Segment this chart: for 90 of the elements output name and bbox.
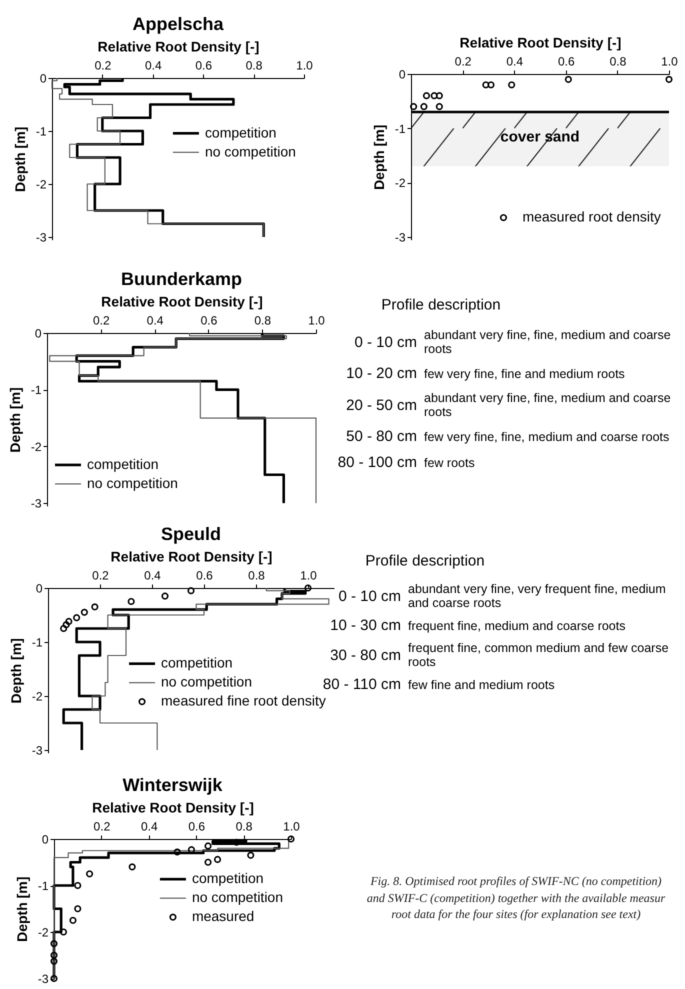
x-tick-label: 1.0 (283, 820, 300, 834)
text: few fine and medium roots (408, 678, 556, 692)
x-tick-label: 0.4 (144, 58, 162, 72)
legend-label: competition (204, 124, 276, 140)
chart-title: Winterswijk (122, 775, 224, 795)
x-tick-label: 0.4 (140, 820, 158, 834)
y-tick-label: -1 (394, 122, 406, 136)
annotation: 30 - 80 cm (329, 646, 401, 664)
y-axis-title: Depth [m] (8, 638, 24, 704)
x-tick-label: 0.8 (254, 313, 272, 328)
x-tick-label: 0.4 (144, 568, 162, 582)
y-tick-label: 0 (36, 581, 43, 596)
y-tick-label: -2 (32, 689, 43, 704)
text: frequent fine, common medium and few coarse roots (408, 641, 670, 669)
y-tick-label: -3 (394, 230, 406, 244)
legend-label: no competition (87, 474, 178, 491)
y-tick-label: 0 (34, 326, 42, 340)
legend-label: measured (192, 908, 254, 924)
y-axis-title: Depth [m] (14, 876, 30, 942)
text: 0 - 10 cm (353, 334, 417, 350)
x-tick-label: 1.0 (661, 54, 678, 68)
text: abundant very fine, fine, medium and coarse roots (424, 328, 672, 356)
text: frequent fine, medium and coarse roots (408, 618, 626, 632)
x-axis-title: Relative Root Density [-] (110, 548, 272, 564)
legend-label: no competition (192, 889, 284, 906)
x-tick-label: 0.6 (196, 568, 214, 582)
text: 0 - 10 cm (337, 588, 401, 604)
legend-label: no competition (204, 143, 296, 160)
x-tick-label: 0.4 (506, 54, 524, 68)
text: few very fine, fine, medium and coarse roots (424, 430, 670, 444)
legend-label: competition (192, 870, 264, 886)
y-tick-label: -2 (36, 177, 47, 192)
y-tick-label: 0 (398, 68, 406, 82)
text: 10 - 20 cm (345, 365, 417, 382)
text: abundant very fine, very frequent fine, medium and coarse roots (408, 582, 667, 610)
y-tick-label: -1 (32, 635, 43, 650)
y-tick-label: -2 (30, 440, 42, 454)
y-tick-label: -3 (30, 496, 42, 511)
y-tick-label: -3 (36, 230, 47, 244)
x-axis-title: Relative Root Density [-] (98, 38, 260, 54)
annotation: 80 - 110 cm (322, 676, 401, 693)
chart-title: Speuld (161, 524, 221, 544)
text: 20 - 50 cm (345, 396, 417, 414)
legend-label: measured fine root density (161, 692, 326, 709)
text: Profile description (381, 296, 501, 314)
text: abundant very fine, fine, medium and coarse roots (424, 391, 672, 419)
x-tick-label: 1.0 (308, 313, 326, 328)
x-tick-label: 0.2 (94, 58, 112, 72)
y-tick-label: 0 (42, 832, 49, 846)
text: few very fine, fine and medium roots (424, 366, 626, 380)
x-tick-label: 0.6 (200, 313, 218, 328)
text: few roots (424, 456, 476, 470)
x-tick-label: 0.2 (454, 54, 472, 68)
y-tick-label: -2 (394, 176, 406, 190)
text: 80 - 100 cm (336, 454, 417, 471)
x-tick-label: 0.6 (558, 54, 575, 68)
caption: Fig. 8. Optimised root profiles of SWIF-NC (no competition) and SWIF-C (competition) together with the available measur root data for the four sites (for explanation see text) (366, 873, 666, 922)
text: Profile description (365, 552, 485, 570)
x-tick-label: 0.2 (92, 313, 110, 328)
x-tick-label: 1.0 (300, 568, 318, 582)
x-tick-label: 0.6 (188, 820, 206, 834)
y-tick-label: -3 (32, 743, 43, 758)
legend-label: measured root density (522, 208, 661, 225)
x-tick-label: 0.2 (92, 568, 110, 582)
y-tick-label: -1 (30, 383, 42, 398)
y-tick-label: -2 (38, 926, 49, 940)
legend-label: competition (161, 654, 233, 671)
y-axis-title: Depth [m] (12, 126, 28, 192)
legend-label: competition (87, 456, 159, 472)
x-tick-label: 0.8 (610, 54, 627, 68)
y-axis-title: Depth [m] (370, 124, 387, 190)
y-tick-label: -1 (38, 879, 49, 893)
chart-title: Appelscha (132, 14, 224, 34)
y-tick-label: 0 (40, 71, 47, 86)
y-tick-label: -3 (38, 972, 49, 986)
x-axis-title: Relative Root Density [-] (92, 800, 254, 816)
legend-label: no competition (161, 674, 252, 690)
x-tick-label: 0.6 (195, 58, 212, 72)
x-axis-title: Relative Root Density [-] (101, 293, 263, 310)
x-tick-label: 0.2 (94, 820, 111, 834)
x-axis-title: Relative Root Density [-] (460, 34, 622, 50)
text: 50 - 80 cm (345, 428, 417, 445)
y-axis-title: Depth [m] (6, 387, 23, 453)
chart-title: Buunderkamp (121, 269, 242, 289)
x-tick-label: 0.4 (146, 313, 164, 328)
x-tick-label: 0.8 (248, 568, 266, 582)
x-tick-label: 0.8 (246, 58, 263, 72)
y-tick-label: -1 (36, 124, 47, 138)
x-tick-label: 0.8 (236, 820, 253, 834)
annotation: 10 - 30 cm (329, 617, 401, 634)
